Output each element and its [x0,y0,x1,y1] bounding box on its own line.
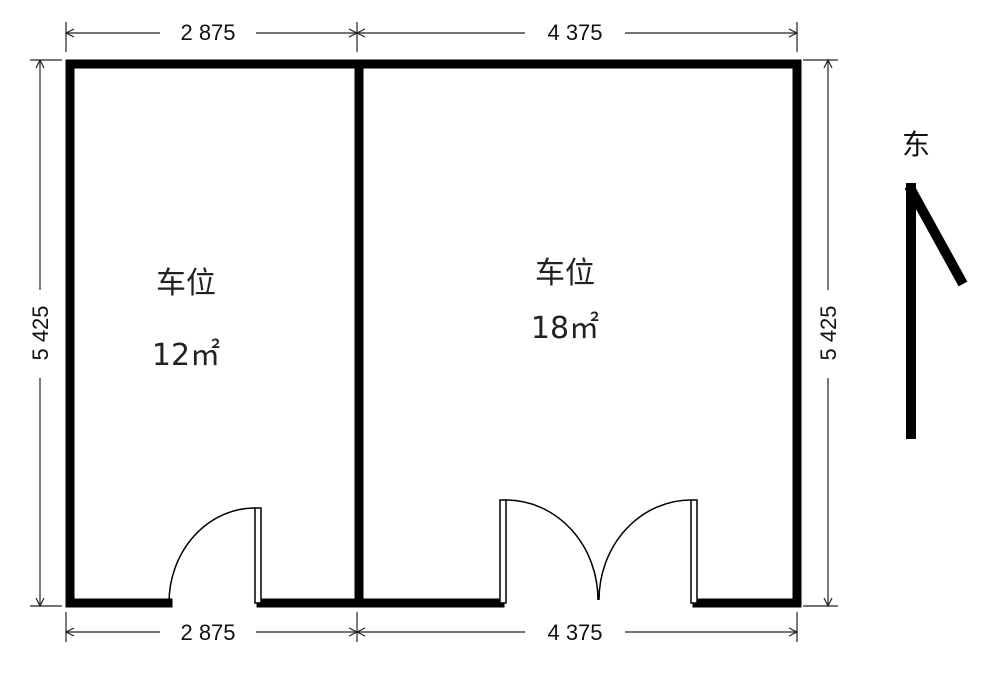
dimension-bottom-right: 4 375 [547,620,602,645]
dimension-bottom-left: 2 875 [180,620,235,645]
dimension-right-height: 5 425 [816,305,841,360]
right-dimension [803,58,838,608]
room-2-label: 车位 [535,256,595,291]
dimension-top-left: 2 875 [180,20,235,45]
bottom-dimension [64,612,799,642]
room-1-label: 车位 [156,266,216,301]
dimension-top-right: 4 375 [547,20,602,45]
compass-label: 东 [902,128,930,161]
dimension-left-height: 5 425 [28,305,53,360]
double-door-right-room [499,499,698,604]
compass-arrow-icon [904,183,968,439]
room-1-area: 12㎡ [152,338,220,373]
walls [65,59,802,608]
top-dimension [64,22,799,52]
door-left-room [168,507,262,604]
left-dimension [30,58,62,608]
room-2-area: 18㎡ [531,311,599,346]
